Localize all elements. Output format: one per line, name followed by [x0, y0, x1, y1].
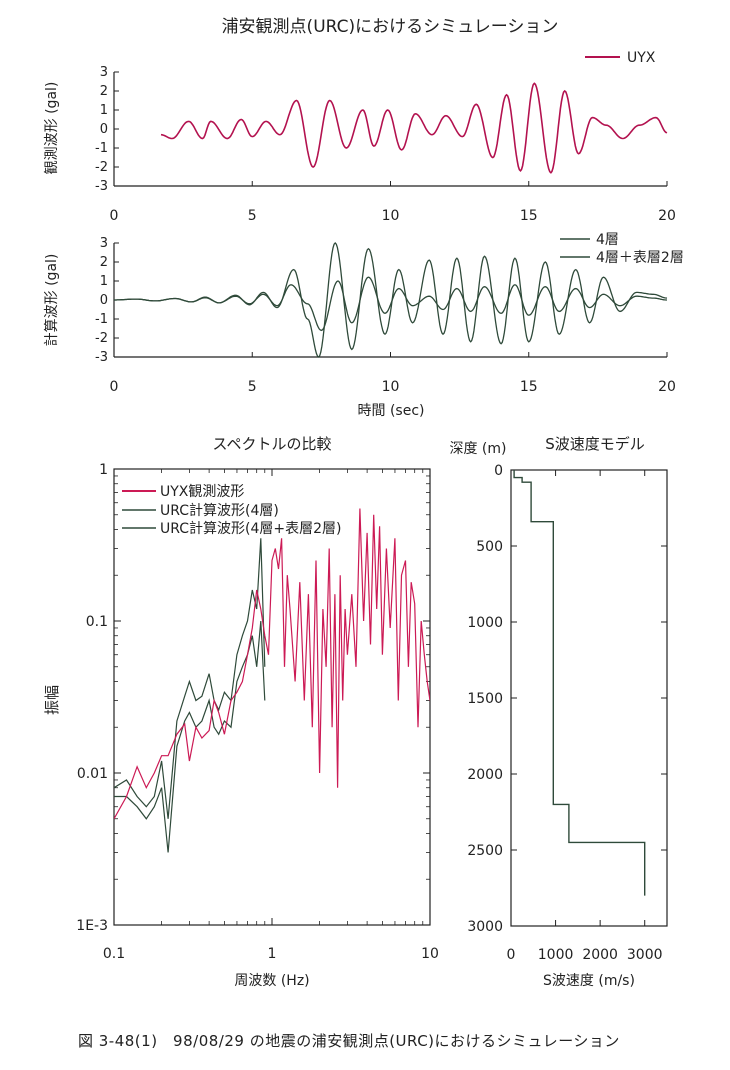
spectrum-urc-4layer-surface-line	[114, 538, 266, 819]
x-tick-label: 20	[658, 208, 676, 224]
y-tick-label: 2000	[467, 767, 503, 783]
y-tick-label: 1	[100, 274, 108, 289]
x-tick-label: 0.1	[103, 946, 125, 962]
velocity-frame	[510, 469, 668, 927]
x-tick-label: 1000	[538, 947, 574, 963]
observed-waveform-panel: 浦安観測点(URC)におけるシミュレーション 観測波形 (gal) 3210-1…	[43, 17, 676, 224]
y-tick-label: -3	[95, 179, 108, 194]
legend-label-uyx: UYX	[627, 50, 656, 66]
computed-4layer-surface-line	[114, 242, 668, 358]
x-tick-label: 0	[110, 379, 119, 395]
y-tick-label: -2	[95, 160, 108, 175]
x-tick-label: 10	[382, 379, 400, 395]
y-tick-label: 1	[99, 462, 108, 478]
observed-ylabel: 観測波形 (gal)	[43, 82, 60, 175]
x-tick-label: 2000	[582, 947, 618, 963]
y-tick-label: 0	[100, 293, 108, 308]
y-tick-label: 1E-3	[76, 918, 108, 934]
legend-label-spec-4layer-surface: URC計算波形(4層+表層2層)	[160, 521, 342, 537]
x-tick-label: 0	[110, 208, 119, 224]
y-tick-label: 1500	[467, 691, 503, 707]
spectrum-plot-area	[114, 508, 430, 853]
legend-label-spec-4layer: URC計算波形(4層)	[160, 503, 279, 519]
legend-label-4layer-surface: 4層＋表層2層	[596, 250, 684, 266]
legend-label-spec-uyx: UYX観測波形	[160, 483, 244, 500]
observed-legend: UYX	[585, 50, 656, 66]
velocity-profile-line	[513, 470, 646, 896]
y-tick-label: 1000	[467, 615, 503, 631]
y-tick-label: 1	[100, 103, 108, 118]
spectrum-legend: UYX観測波形 URC計算波形(4層) URC計算波形(4層+表層2層)	[122, 483, 342, 537]
y-tick-label: 3	[100, 65, 108, 80]
velocity-xlabel: S波速度 (m/s)	[543, 973, 635, 989]
velocity-title: S波速度モデル	[545, 435, 645, 453]
velocity-depth-label: 深度 (m)	[449, 441, 506, 457]
y-tick-label: 3000	[467, 919, 503, 935]
spectrum-axes: 1 0.1 0.01 1E-3 0.1 1 10	[76, 462, 439, 962]
computed-xlabel: 時間 (sec)	[358, 403, 425, 419]
x-tick-label: 5	[248, 379, 257, 395]
observed-title: 浦安観測点(URC)におけるシミュレーション	[222, 17, 559, 37]
y-tick-label: 2500	[467, 843, 503, 859]
velocity-model-panel: 深度 (m) S波速度モデル 0500100015002000250030000…	[449, 435, 668, 989]
y-tick-label: 0	[494, 463, 503, 479]
y-tick-label: -2	[95, 331, 108, 346]
spectrum-frame	[113, 468, 431, 926]
spectrum-uyx-line	[114, 508, 430, 820]
y-tick-label: 0	[100, 122, 108, 137]
figure-caption: 図 3-48(1) 98/08/29 の地震の浦安観測点(URC)におけるシミュ…	[78, 1032, 620, 1050]
observed-uyx-line	[160, 82, 668, 174]
x-tick-label: 15	[520, 208, 538, 224]
x-tick-label: 10	[382, 208, 400, 224]
x-tick-label: 5	[248, 208, 257, 224]
y-tick-label: -1	[95, 312, 108, 327]
y-tick-label: 2	[100, 255, 108, 270]
x-tick-label: 1	[268, 946, 277, 962]
legend-label-4layer: 4層	[596, 232, 619, 248]
spectrum-xlabel: 周波数 (Hz)	[234, 973, 309, 989]
x-tick-label: 3000	[627, 947, 663, 963]
spectrum-title: スペクトルの比較	[213, 435, 332, 453]
x-tick-label: 15	[520, 379, 538, 395]
computed-legend: 4層 4層＋表層2層	[560, 232, 684, 266]
computed-ylabel: 計算波形 (gal)	[44, 254, 60, 347]
y-tick-label: 0.01	[77, 766, 108, 782]
y-tick-label: 3	[100, 236, 108, 251]
y-tick-label: 2	[100, 84, 108, 99]
x-tick-label: 20	[658, 379, 676, 395]
spectrum-urc-4layer-line	[114, 620, 266, 853]
x-tick-label: 0	[507, 947, 516, 963]
y-tick-label: 0.1	[86, 614, 108, 630]
y-tick-label: -1	[95, 141, 108, 156]
y-tick-label: 500	[476, 539, 503, 555]
x-tick-label: 10	[421, 946, 439, 962]
y-tick-label: -3	[95, 350, 108, 365]
spectrum-ylabel: 振幅	[43, 685, 61, 715]
